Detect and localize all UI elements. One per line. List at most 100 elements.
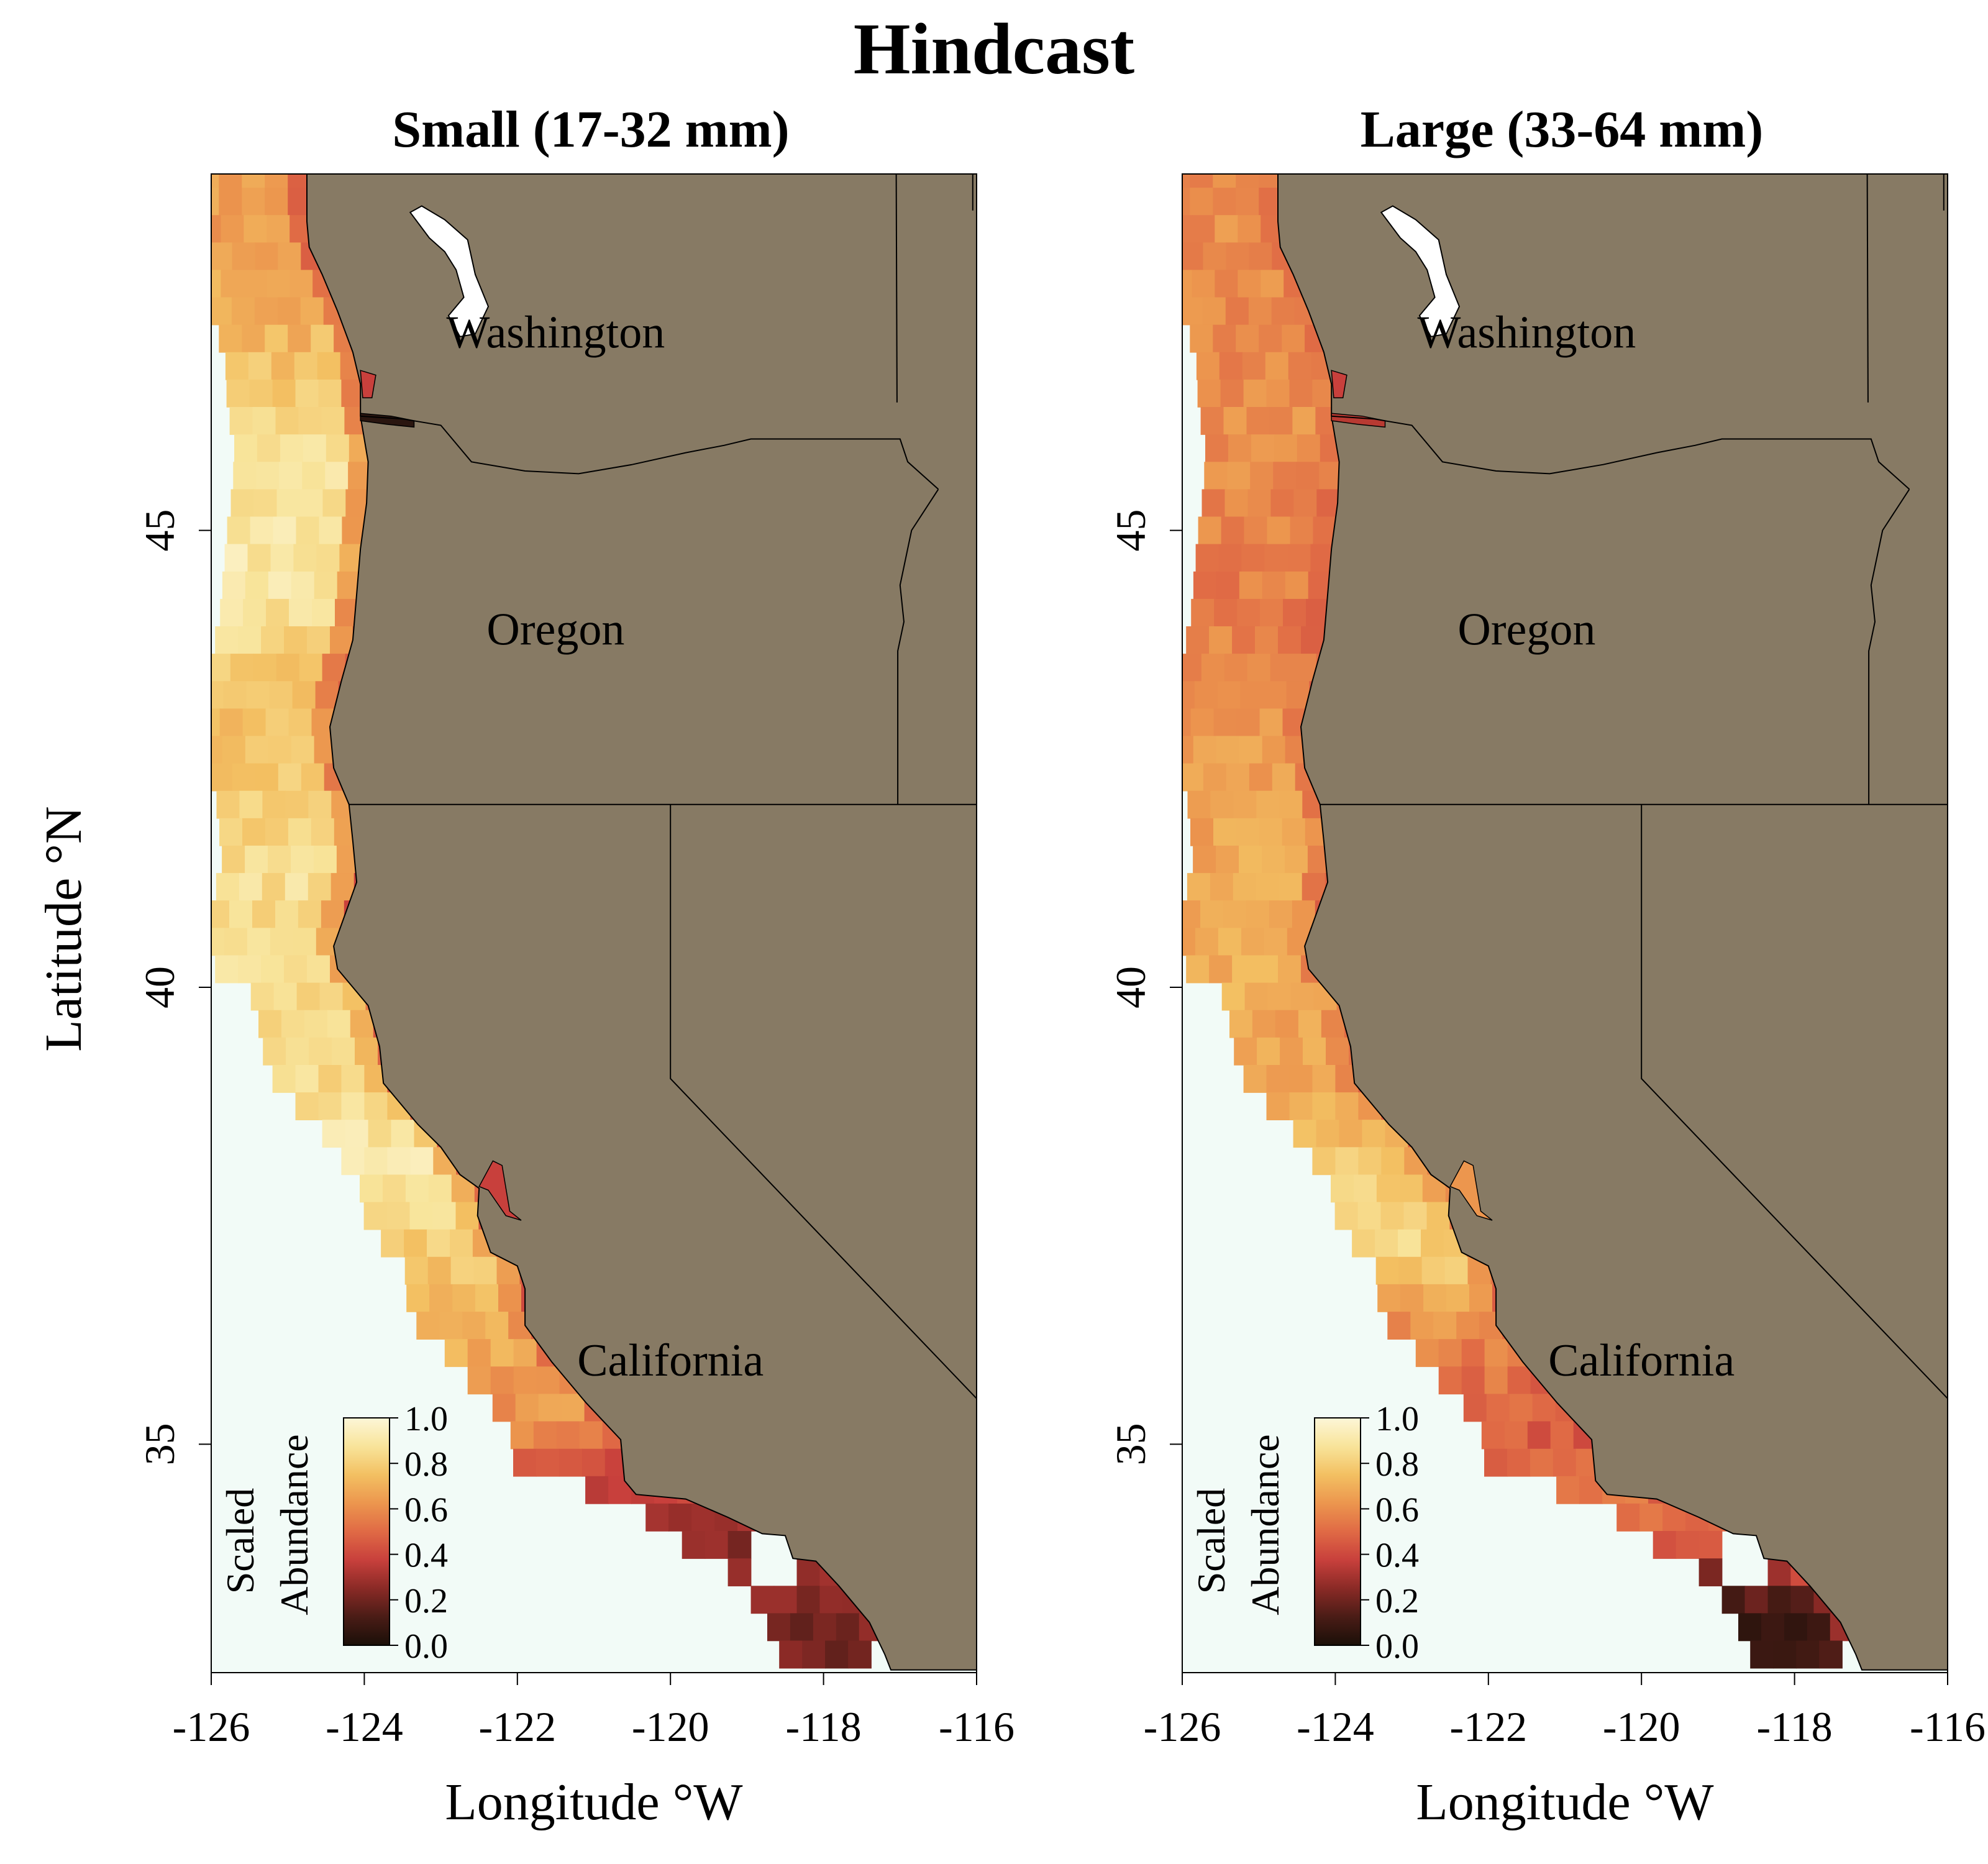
abundance-cell [383, 1174, 406, 1203]
abundance-cell [322, 1120, 346, 1148]
abundance-cell [325, 462, 349, 490]
abundance-cell [1316, 1120, 1340, 1148]
abundance-cell [1269, 407, 1293, 435]
abundance-cell [1210, 790, 1234, 819]
abundance-cell [1312, 1065, 1336, 1093]
abundance-cell [239, 790, 263, 819]
abundance-cell [1241, 928, 1265, 956]
abundance-cell [211, 297, 232, 326]
abundance-cell [1232, 955, 1256, 984]
panel-title: Small (17-32 mm) [392, 101, 789, 158]
abundance-cell [1507, 1366, 1531, 1395]
abundance-cell [265, 174, 288, 188]
abundance-cell [381, 1229, 404, 1258]
abundance-cell [581, 1448, 606, 1477]
x-tick-label: -124 [326, 1703, 403, 1750]
abundance-cell [515, 1394, 539, 1422]
abundance-cell [1773, 1640, 1797, 1669]
abundance-cell [1265, 352, 1289, 380]
y-tick-label: 35 [136, 1423, 183, 1465]
abundance-cell [1261, 270, 1285, 298]
abundance-cell [1244, 516, 1268, 545]
abundance-cell [232, 763, 256, 792]
abundance-cell [416, 1312, 440, 1340]
abundance-cell [1426, 1202, 1451, 1230]
abundance-cell [1146, 215, 1169, 243]
abundance-cell [1249, 242, 1273, 271]
abundance-cell [1303, 1037, 1326, 1066]
abundance-cell [1233, 790, 1257, 819]
abundance-cell [1259, 174, 1282, 188]
abundance-cell [1190, 188, 1214, 216]
abundance-cell [1190, 324, 1214, 353]
abundance-cell [331, 873, 355, 901]
abundance-cell [1469, 1284, 1493, 1312]
abundance-cell [1285, 571, 1309, 600]
abundance-cell [1270, 489, 1295, 518]
abundance-cell [1216, 736, 1240, 764]
abundance-cell [253, 654, 277, 682]
abundance-cell [1331, 1174, 1354, 1203]
abundance-cell [1298, 1010, 1322, 1038]
abundance-cell [1187, 873, 1211, 901]
abundance-cell [1216, 571, 1240, 600]
abundance-cell [1297, 434, 1321, 463]
abundance-cell [1504, 1421, 1528, 1450]
abundance-cell [439, 1312, 463, 1340]
abundance-cell [1213, 708, 1238, 737]
abundance-cell [455, 1202, 480, 1230]
x-tick-label: -122 [1449, 1703, 1527, 1750]
abundance-cell [272, 379, 296, 408]
abundance-cell [1226, 763, 1250, 792]
abundance-cell [245, 571, 269, 600]
abundance-cell [288, 818, 312, 846]
abundance-cell [300, 297, 324, 326]
abundance-cell [1484, 1339, 1508, 1368]
abundance-cell [304, 1010, 328, 1038]
abundance-cell [277, 297, 301, 326]
x-tick-label: -126 [1144, 1703, 1221, 1750]
colorbar-title-line1: Scaled [218, 1488, 262, 1594]
abundance-cell [248, 352, 272, 380]
abundance-cell [1219, 352, 1243, 380]
abundance-cell [295, 1092, 319, 1120]
abundance-cell [1738, 1613, 1762, 1642]
abundance-cell [819, 1586, 844, 1614]
abundance-cell [1266, 379, 1290, 408]
abundance-cell [1182, 763, 1204, 792]
abundance-cell [1438, 1339, 1462, 1368]
x-tick-label: -116 [1910, 1703, 1986, 1750]
abundance-cell [268, 736, 292, 764]
abundance-cell [1193, 736, 1217, 764]
abundance-cell [307, 626, 331, 654]
abundance-cell [1750, 1640, 1774, 1669]
abundance-cell [239, 873, 263, 901]
x-axis: -126 -124 -122 -120 -118 -116 [1144, 1673, 1986, 1750]
abundance-cell [279, 462, 303, 490]
abundance-cell [268, 846, 291, 874]
abundance-cell [296, 516, 320, 545]
abundance-cell [1272, 763, 1296, 792]
abundance-cell [278, 763, 302, 792]
abundance-cell [224, 544, 248, 572]
abundance-cell [1271, 297, 1295, 326]
abundance-cell [299, 489, 324, 518]
abundance-cell [1256, 873, 1280, 901]
abundance-cell [1193, 571, 1217, 600]
abundance-cell [1213, 324, 1237, 353]
abundance-cell [368, 1120, 392, 1148]
abundance-cell [704, 1531, 729, 1559]
abundance-cell [278, 242, 302, 271]
abundance-cell [242, 818, 266, 846]
land [306, 174, 977, 1671]
abundance-cell [250, 516, 274, 545]
abundance-cell [1278, 626, 1302, 654]
abundance-cell [1444, 1256, 1469, 1285]
abundance-cell [1202, 297, 1226, 326]
abundance-cell [1237, 598, 1261, 627]
abundance-cell [226, 379, 250, 408]
abundance-cell [1236, 324, 1259, 353]
abundance-cell [1721, 1586, 1746, 1614]
abundance-cell [1182, 736, 1194, 764]
abundance-cell [1200, 407, 1224, 435]
